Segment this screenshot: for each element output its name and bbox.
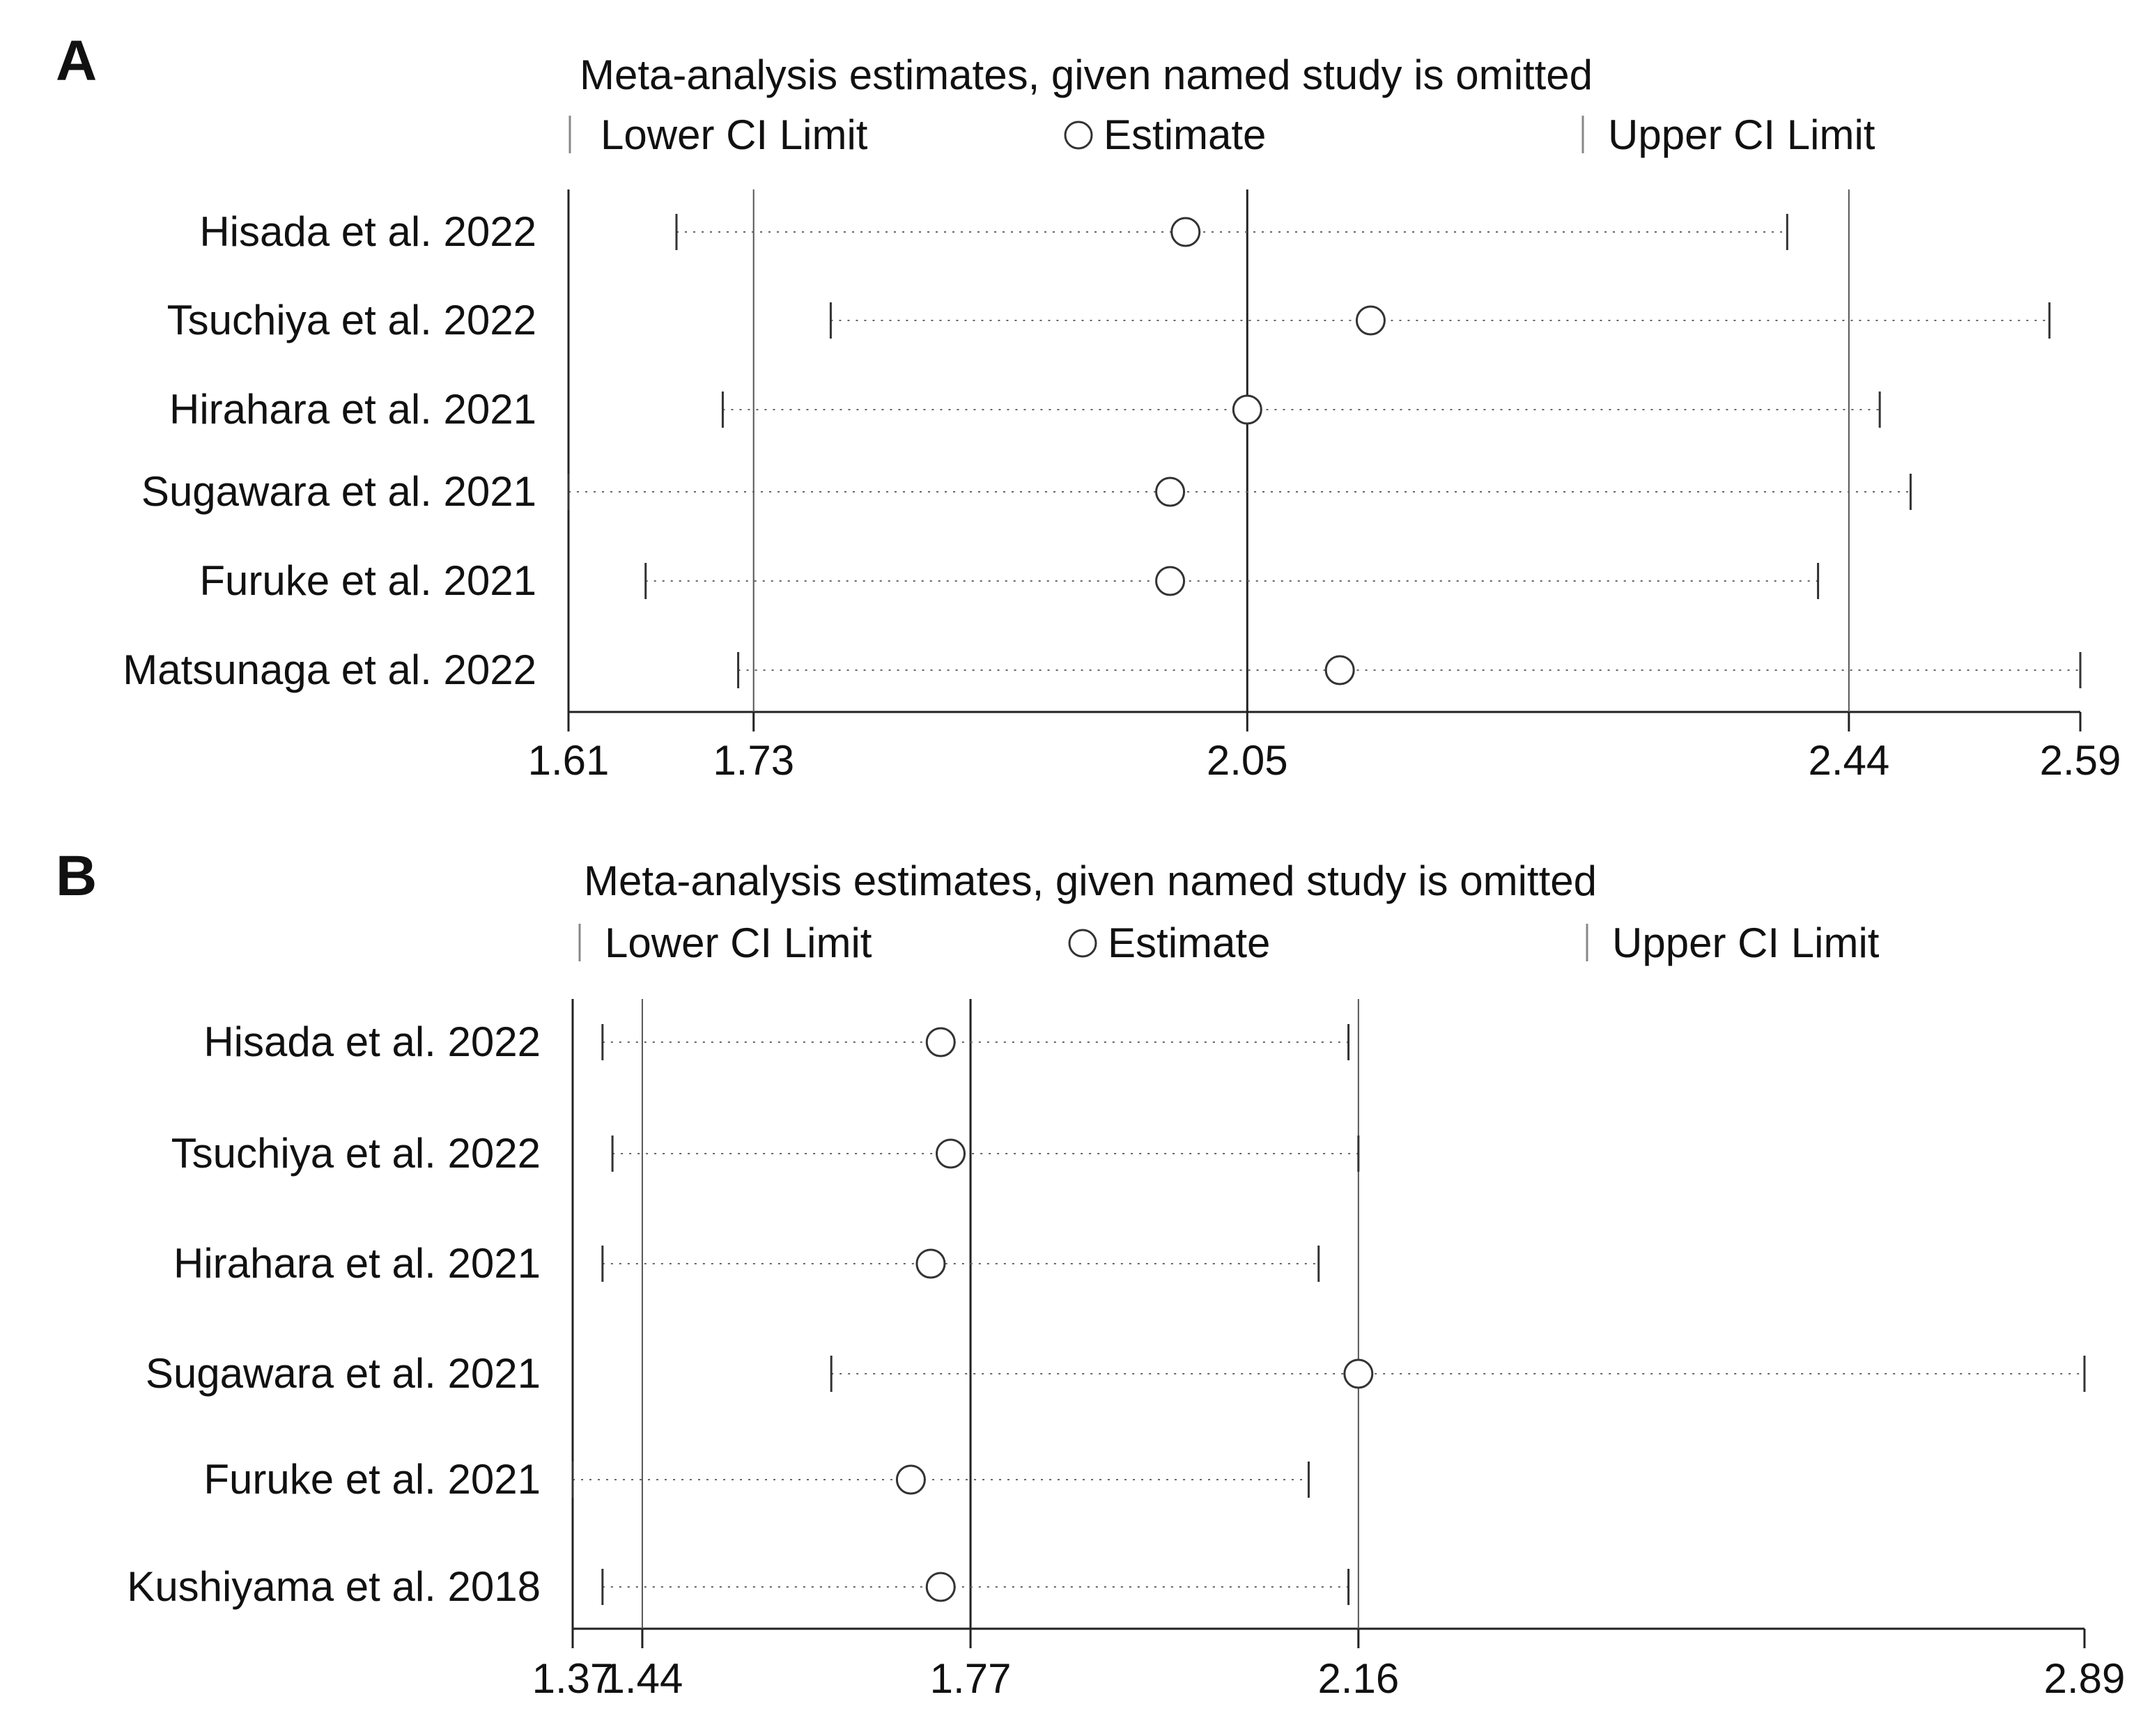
study-row: Kushiyama et al. 2018 bbox=[127, 1563, 1350, 1610]
x-tick-label-0: 1.61 bbox=[528, 737, 610, 784]
estimate-marker bbox=[925, 1027, 956, 1057]
estimate-marker bbox=[925, 1572, 956, 1602]
panel-label: A bbox=[56, 29, 97, 93]
legend-estimate-marker bbox=[1068, 929, 1097, 958]
estimate-marker bbox=[1155, 566, 1186, 596]
study-name: Hisada et al. 2022 bbox=[203, 1018, 541, 1065]
study-row: Hisada et al. 2022 bbox=[203, 1018, 1350, 1065]
legend: Lower CI Limit Estimate Upper CI Limit bbox=[578, 920, 1880, 966]
legend-upper-label: Upper CI Limit bbox=[1608, 111, 1875, 158]
study-row: Sugawara et al. 2021 bbox=[146, 1350, 2086, 1397]
study-name: Sugawara et al. 2021 bbox=[146, 1350, 541, 1397]
legend-estimate-label: Estimate bbox=[1104, 111, 1266, 158]
panel-a: A Meta-analysis estimates, given named st… bbox=[56, 29, 2121, 784]
study-row: Sugawara et al. 2021 bbox=[141, 468, 1912, 515]
estimate-marker bbox=[1155, 476, 1186, 507]
legend-estimate-label: Estimate bbox=[1108, 920, 1270, 966]
study-row: Furuke et al. 2021 bbox=[203, 1456, 1310, 1503]
study-name: Furuke et al. 2021 bbox=[199, 557, 536, 604]
x-tick-label-2: 1.77 bbox=[930, 1655, 1012, 1702]
x-tick-label-0: 1.37 bbox=[532, 1655, 614, 1702]
study-name: Sugawara et al. 2021 bbox=[141, 468, 536, 515]
chart-title: Meta-analysis estimates, given named stu… bbox=[580, 52, 1593, 98]
x-tick-label-3: 2.16 bbox=[1317, 1655, 1399, 1702]
study-row: Furuke et al. 2021 bbox=[199, 557, 1820, 604]
x-tick-label-3: 2.44 bbox=[1808, 737, 1889, 784]
estimate-marker bbox=[1324, 655, 1355, 685]
x-tick-label-1: 1.73 bbox=[713, 737, 794, 784]
study-row: Matsunaga et al. 2022 bbox=[123, 646, 2082, 693]
study-name: Hisada et al. 2022 bbox=[199, 208, 536, 255]
study-name: Matsunaga et al. 2022 bbox=[123, 646, 536, 693]
study-row: Hisada et al. 2022 bbox=[199, 208, 1788, 255]
study-name: Tsuchiya et al. 2022 bbox=[167, 297, 536, 343]
study-row: Hirahara et al. 2021 bbox=[169, 386, 1881, 433]
study-name: Kushiyama et al. 2018 bbox=[127, 1563, 541, 1610]
estimate-marker bbox=[895, 1464, 926, 1495]
estimate-marker bbox=[915, 1248, 946, 1279]
panel-label: B bbox=[56, 844, 97, 908]
study-name: Hirahara et al. 2021 bbox=[173, 1240, 541, 1287]
study-row: Hirahara et al. 2021 bbox=[173, 1240, 1320, 1287]
estimate-marker bbox=[1170, 217, 1201, 247]
chart-title: Meta-analysis estimates, given named stu… bbox=[584, 858, 1597, 904]
x-tick-label-1: 1.44 bbox=[602, 1655, 683, 1702]
estimate-marker bbox=[1232, 394, 1262, 425]
estimate-marker bbox=[1343, 1358, 1374, 1389]
x-tick-label-4: 2.89 bbox=[2044, 1655, 2126, 1702]
legend-lower-label: Lower CI Limit bbox=[605, 920, 872, 966]
x-tick-label-2: 2.05 bbox=[1207, 737, 1288, 784]
legend-estimate-marker bbox=[1064, 121, 1093, 150]
study-name: Tsuchiya et al. 2022 bbox=[171, 1130, 541, 1177]
x-tick-label-4: 2.59 bbox=[2040, 737, 2121, 784]
estimate-marker bbox=[1355, 305, 1386, 336]
study-row: Tsuchiya et al. 2022 bbox=[167, 297, 2051, 343]
panel-b: B Meta-analysis estimates, given named st… bbox=[56, 844, 2125, 1702]
estimate-marker bbox=[936, 1138, 966, 1169]
study-row: Tsuchiya et al. 2022 bbox=[171, 1130, 1360, 1177]
legend-upper-label: Upper CI Limit bbox=[1612, 920, 1880, 966]
study-name: Hirahara et al. 2021 bbox=[169, 386, 536, 433]
study-name: Furuke et al. 2021 bbox=[203, 1456, 541, 1503]
legend: Lower CI Limit Estimate Upper CI Limit bbox=[568, 111, 1875, 158]
legend-lower-label: Lower CI Limit bbox=[601, 111, 868, 158]
